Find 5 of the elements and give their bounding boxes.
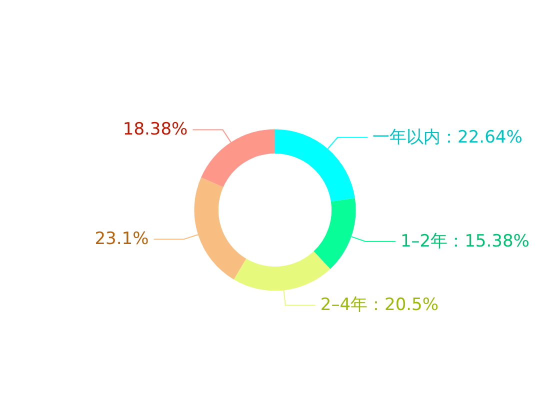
data-label: 18.38%: [122, 120, 188, 140]
slice-label: 2–4年：20.5%: [320, 295, 439, 316]
slice-label: 1–2年：15.38%: [400, 231, 530, 252]
slice-label: 一年以内：22.64%: [372, 127, 522, 148]
data-label: 23.1%: [94, 229, 149, 250]
